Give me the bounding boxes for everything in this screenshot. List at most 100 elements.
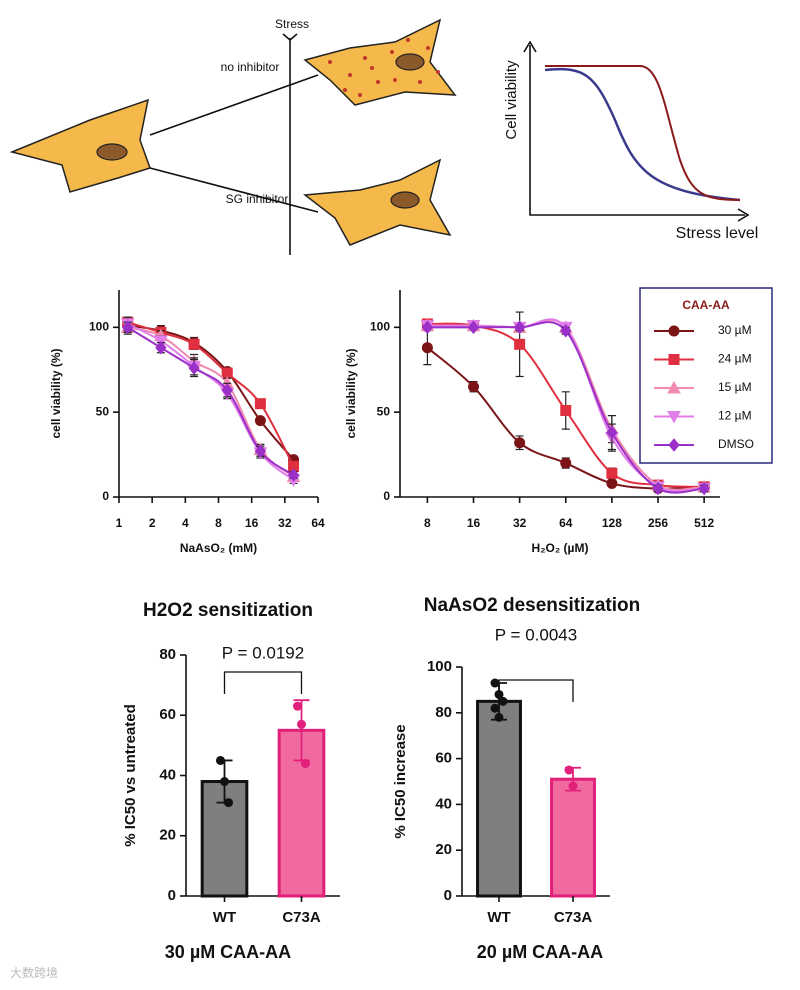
marker — [421, 320, 434, 335]
watermark: 大数跨境 — [10, 965, 58, 980]
bar — [550, 777, 596, 898]
x-tick-label: 64 — [559, 516, 573, 530]
marker — [122, 320, 134, 335]
bracket — [498, 679, 574, 702]
marker — [667, 411, 681, 424]
x-axis-label: H₂O₂ (µM) — [532, 541, 589, 555]
legend-label: 30 µM — [718, 323, 752, 337]
x-tick-label: 16 — [467, 516, 481, 530]
marker — [254, 398, 266, 410]
legend-title: CAA-AA — [682, 298, 730, 312]
label: SG inhibitor — [226, 192, 289, 206]
x-tick-label: 256 — [648, 516, 668, 530]
footer: 30 µM CAA-AA — [165, 942, 291, 962]
chart-title: H2O2 sensitization — [143, 600, 313, 621]
x-tick-label: WT — [213, 909, 236, 926]
x-tick-label: WT — [487, 909, 510, 926]
nucleus — [390, 191, 420, 209]
y-tick-label: 100 — [427, 658, 452, 675]
y-tick-label: 40 — [435, 795, 452, 812]
fit-line — [127, 323, 295, 481]
marker — [560, 457, 572, 469]
nucleus — [395, 53, 425, 71]
data-point — [293, 701, 302, 711]
marker — [421, 342, 433, 354]
y-tick-label: 100 — [89, 319, 109, 333]
schematic-arrows — [523, 40, 750, 222]
cell — [303, 158, 452, 246]
marker — [287, 468, 300, 482]
fit-line — [127, 321, 295, 467]
y-tick-label: 0 — [102, 489, 109, 503]
fit-line — [127, 326, 295, 478]
marker — [513, 320, 526, 335]
x-tick-label: 8 — [424, 516, 431, 530]
axis-label: Stress level — [676, 225, 759, 242]
marker — [606, 477, 618, 489]
marker — [667, 380, 681, 394]
y-tick-label: 60 — [435, 750, 452, 767]
legend-label: 24 µM — [718, 352, 752, 366]
marker — [514, 338, 526, 350]
marker — [668, 354, 680, 365]
x-tick-label: 16 — [245, 516, 259, 530]
legend — [639, 287, 773, 464]
bracket — [223, 671, 303, 694]
marker — [468, 381, 480, 393]
marker — [467, 320, 480, 335]
marker — [254, 415, 266, 427]
schematic: Stress no inhibitor SG inhibitor Cell vi… — [9, 17, 759, 255]
marker — [155, 340, 167, 355]
marker — [560, 404, 572, 416]
data-point — [490, 703, 500, 713]
y-tick-label: 20 — [159, 827, 176, 844]
y-tick-label: 80 — [159, 646, 176, 663]
legend-label: 15 µM — [718, 380, 752, 394]
y-tick-label: 20 — [435, 841, 452, 858]
legend-label: 12 µM — [718, 409, 752, 423]
bar — [476, 699, 522, 898]
legend-label: DMSO — [718, 437, 754, 451]
y-axis-label: cell viability (%) — [49, 348, 63, 438]
x-tick-label: 8 — [215, 516, 222, 530]
y-tick-label: 0 — [168, 887, 176, 904]
footer: 20 µM CAA-AA — [477, 942, 603, 962]
x-tick-label: 2 — [149, 516, 156, 530]
curve — [545, 65, 741, 201]
fit-line — [127, 324, 295, 461]
x-tick-label: C73A — [554, 909, 593, 926]
y-tick-label: 50 — [377, 404, 391, 418]
y-tick-label: 80 — [435, 704, 452, 721]
data-point — [301, 758, 310, 768]
schematic-axes — [529, 45, 745, 216]
x-tick-label: 512 — [694, 516, 714, 530]
data-point — [494, 712, 504, 722]
marker — [188, 361, 200, 375]
y-tick-label: 0 — [383, 489, 390, 503]
arrow — [149, 74, 319, 136]
marker — [560, 323, 572, 338]
p-value: P = 0.0043 — [495, 625, 577, 644]
cell — [303, 18, 457, 106]
marker — [668, 438, 680, 452]
axis-label: Cell viability — [503, 60, 520, 140]
x-tick-label: 4 — [182, 516, 189, 530]
label: Stress — [275, 17, 309, 31]
marker — [652, 481, 664, 496]
stress-arrow — [282, 33, 298, 42]
nucleus — [96, 143, 128, 161]
x-tick-label: 32 — [513, 516, 527, 530]
marker — [698, 481, 710, 496]
x-tick-label: 128 — [602, 516, 622, 530]
curve — [544, 67, 741, 202]
data-point — [224, 798, 233, 808]
x-tick-label: C73A — [282, 909, 321, 926]
data-point — [564, 765, 574, 775]
x-tick-label: 32 — [278, 516, 292, 530]
marker — [188, 338, 200, 350]
data-point — [498, 696, 508, 706]
y-axis-label: cell viability (%) — [344, 348, 358, 438]
y-tick-label: 100 — [370, 319, 390, 333]
marker — [221, 383, 233, 397]
